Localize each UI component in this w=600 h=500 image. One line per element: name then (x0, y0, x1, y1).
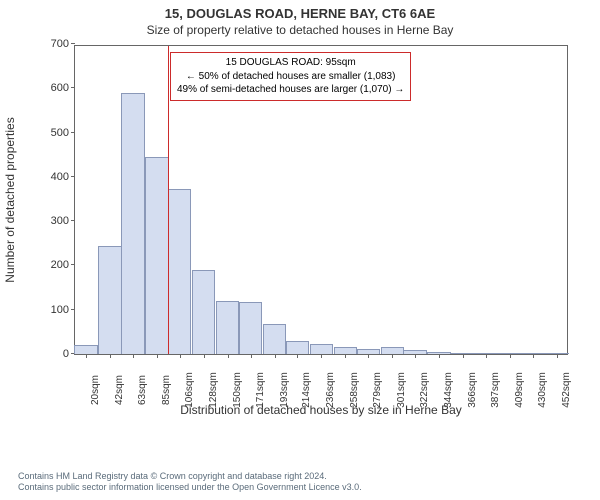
x-tick-mark (297, 354, 298, 358)
y-tick-label: 700 (51, 38, 75, 50)
x-tick-mark (486, 354, 487, 358)
x-tick-mark (86, 354, 87, 358)
histogram-bar (98, 246, 122, 355)
x-tick-label: 85sqm (157, 375, 172, 405)
x-tick-mark (228, 354, 229, 358)
x-tick-label: 366sqm (463, 372, 478, 408)
y-tick-mark (71, 132, 75, 133)
y-axis-label: Number of detached properties (3, 117, 17, 282)
x-axis-label: Distribution of detached houses by size … (180, 403, 462, 417)
x-tick-mark (345, 354, 346, 358)
x-tick-mark (157, 354, 158, 358)
annotation-box: 15 DOUGLAS ROAD: 95sqm← 50% of detached … (170, 52, 411, 101)
histogram-bar (216, 301, 240, 354)
histogram-bar (168, 189, 192, 354)
histogram-bar (192, 270, 216, 354)
histogram-bar (263, 324, 287, 354)
y-tick-mark (71, 43, 75, 44)
property-size-vline (168, 46, 169, 354)
footer-line-1: Contains HM Land Registry data © Crown c… (18, 471, 362, 483)
x-tick-mark (557, 354, 558, 358)
histogram-bar (121, 93, 145, 354)
chart-title-main: 15, DOUGLAS ROAD, HERNE BAY, CT6 6AE (0, 0, 600, 21)
y-tick-mark (71, 220, 75, 221)
y-tick-mark (71, 309, 75, 310)
x-tick-label: 452sqm (557, 372, 572, 408)
x-tick-label: 409sqm (510, 372, 525, 408)
x-tick-mark (133, 354, 134, 358)
y-tick-label: 600 (51, 82, 75, 94)
histogram-bar (145, 157, 169, 354)
annotation-line-3: 49% of semi-detached houses are larger (… (177, 83, 404, 97)
histogram-bar (74, 345, 98, 354)
x-tick-label: 430sqm (533, 372, 548, 408)
x-tick-label: 42sqm (110, 375, 125, 405)
y-tick-label: 200 (51, 259, 75, 271)
footer-attribution: Contains HM Land Registry data © Crown c… (18, 471, 362, 494)
x-tick-mark (415, 354, 416, 358)
histogram-bar (334, 347, 358, 354)
y-tick-label: 100 (51, 304, 75, 316)
x-tick-mark (251, 354, 252, 358)
plot-area: 010020030040050060070020sqm42sqm63sqm85s… (74, 45, 568, 355)
chart-title-sub: Size of property relative to detached ho… (0, 21, 600, 41)
histogram-bar (310, 344, 334, 354)
x-tick-mark (463, 354, 464, 358)
x-tick-mark (180, 354, 181, 358)
x-tick-mark (510, 354, 511, 358)
x-tick-mark (368, 354, 369, 358)
x-tick-mark (392, 354, 393, 358)
x-tick-mark (275, 354, 276, 358)
x-tick-label: 387sqm (486, 372, 501, 408)
annotation-line-1: 15 DOUGLAS ROAD: 95sqm (177, 56, 404, 70)
x-tick-mark (439, 354, 440, 358)
x-tick-label: 20sqm (86, 375, 101, 405)
histogram-bar (239, 302, 263, 354)
annotation-line-2: ← 50% of detached houses are smaller (1,… (177, 70, 404, 84)
x-tick-mark (110, 354, 111, 358)
y-tick-label: 400 (51, 171, 75, 183)
footer-line-2: Contains public sector information licen… (18, 482, 362, 494)
x-tick-mark (204, 354, 205, 358)
histogram-bar (381, 347, 405, 354)
y-tick-mark (71, 87, 75, 88)
y-tick-label: 300 (51, 215, 75, 227)
chart-container: Number of detached properties 0100200300… (18, 41, 578, 421)
histogram-bar (286, 341, 310, 354)
x-tick-mark (533, 354, 534, 358)
x-tick-mark (321, 354, 322, 358)
y-tick-mark (71, 176, 75, 177)
x-tick-label: 63sqm (133, 375, 148, 405)
y-tick-mark (71, 264, 75, 265)
y-tick-label: 500 (51, 127, 75, 139)
